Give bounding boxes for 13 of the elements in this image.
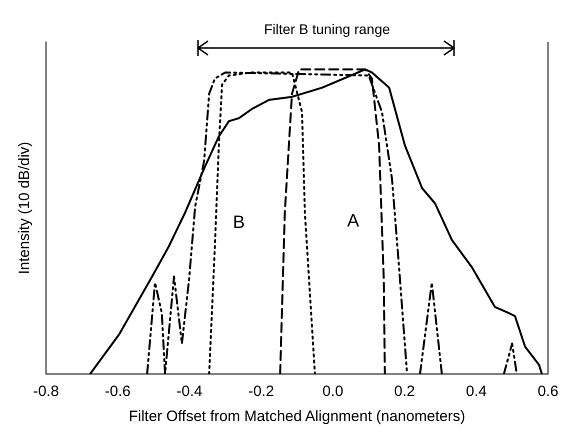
x-tick-label: 0.6 [538, 383, 558, 400]
x-tick-label: 0.0 [322, 383, 344, 400]
series-label: A [347, 210, 360, 231]
x-tick-label: -0.8 [33, 383, 59, 400]
x-tick-label: 0.4 [466, 383, 487, 400]
x-tick-label: -0.6 [104, 383, 131, 400]
x-axis-title: Filter Offset from Matched Alignment (nanometers) [128, 408, 466, 426]
series-label: B [232, 212, 245, 232]
x-tick-label: -0.2 [248, 383, 274, 400]
x-tick-label: -0.4 [176, 383, 202, 400]
y-axis-title: Intensity (10 dB/div) [16, 142, 34, 274]
x-tick-label: 0.2 [394, 383, 415, 400]
text: Filter B tuning range [264, 20, 390, 37]
